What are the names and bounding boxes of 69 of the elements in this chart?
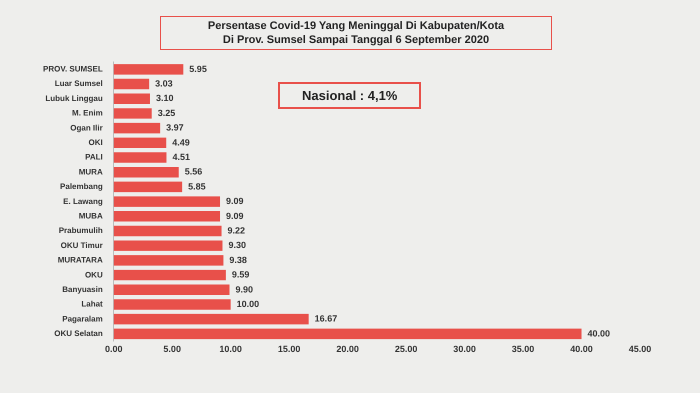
y-tick-label: M. Enim — [72, 108, 103, 118]
data-label: 9.38 — [229, 254, 247, 265]
chart-title: Persentase Covid-19 Yang Meninggal Di Kabupaten/Kota Di Prov. Sumsel Sampai Tanggal 6 September 2020 — [160, 16, 552, 50]
bar — [114, 211, 220, 222]
y-tick-label: Lahat — [81, 300, 104, 309]
bar — [114, 122, 160, 134]
data-label: 9.59 — [232, 270, 250, 280]
bar — [114, 270, 226, 280]
bar — [114, 299, 231, 310]
data-label: 10.00 — [236, 298, 260, 309]
y-tick-label: Prabumulih — [58, 226, 103, 236]
data-label: 3.25 — [158, 108, 176, 118]
x-tick-label: 15.00 — [278, 344, 300, 354]
y-tick-label: Palembang — [60, 182, 103, 192]
y-tick-label: MURA — [78, 167, 103, 176]
y-tick-label: MUBA — [78, 212, 103, 220]
bar — [114, 255, 224, 266]
bar — [114, 182, 182, 192]
data-label: 5.85 — [188, 181, 206, 192]
bar — [114, 152, 166, 163]
bar — [114, 284, 230, 296]
y-tick-label: OKU Timur — [60, 240, 103, 250]
bar — [114, 196, 220, 207]
y-tick-label: PALI — [85, 152, 103, 162]
bar — [114, 328, 582, 340]
y-tick-label: Ogan Ilir — [70, 123, 103, 132]
x-tick-label: 5.00 — [163, 344, 181, 354]
data-label: 5.56 — [184, 166, 202, 177]
bar — [114, 314, 309, 324]
data-label: 9.09 — [226, 196, 244, 206]
data-label: 9.22 — [228, 225, 246, 236]
data-label: 4.51 — [172, 152, 190, 162]
data-label: 5.95 — [189, 64, 207, 74]
y-tick-label: PROV. SUMSEL — [43, 64, 103, 74]
y-tick-label: Pagaralam — [62, 314, 103, 324]
data-label: 9.90 — [236, 284, 254, 294]
bar — [114, 64, 184, 75]
y-tick-label: MURATARA — [58, 256, 103, 265]
bar — [114, 166, 179, 178]
annotation: Nasional : 4,1% — [278, 82, 422, 109]
data-label: 9.30 — [228, 240, 246, 250]
x-tick-label: 20.00 — [336, 344, 359, 354]
data-label: 16.67 — [314, 314, 338, 324]
bar — [114, 94, 150, 104]
data-label: 3.97 — [166, 122, 184, 133]
data-label: 4.49 — [172, 137, 190, 148]
y-tick-label: Banyuasin — [62, 284, 103, 294]
bar — [114, 240, 222, 251]
bar — [114, 138, 166, 148]
y-tick-label: OKU — [84, 270, 103, 280]
data-label: 40.00 — [588, 328, 610, 338]
y-tick-label: Luar Sumsel — [54, 79, 103, 88]
x-tick-label: 45.00 — [628, 344, 652, 354]
x-tick-label: 40.00 — [570, 344, 593, 354]
y-tick-label: E. Lawang — [63, 196, 103, 206]
x-tick-label: 30.00 — [453, 344, 476, 354]
bar — [114, 108, 152, 119]
data-label: 3.10 — [156, 93, 174, 104]
x-tick-label: 10.00 — [219, 344, 242, 354]
bar — [114, 226, 222, 236]
y-tick-label: OKU Selatan — [54, 329, 103, 338]
x-tick-label: 35.00 — [512, 344, 534, 354]
y-tick-label: Lubuk Linggau — [45, 94, 103, 103]
data-label: 3.03 — [155, 78, 173, 89]
y-tick-label: OKI — [88, 138, 103, 148]
bar — [114, 78, 150, 90]
x-tick-label: 0.00 — [104, 344, 122, 354]
data-label: 9.09 — [226, 210, 244, 221]
x-tick-label: 25.00 — [394, 344, 418, 354]
